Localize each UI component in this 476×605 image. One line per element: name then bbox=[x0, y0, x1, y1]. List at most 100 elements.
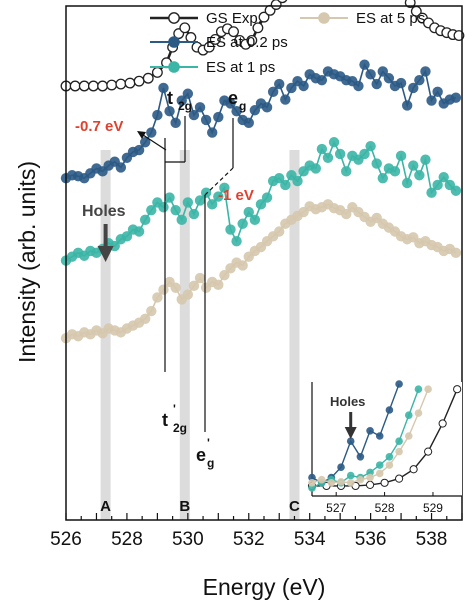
legend-marker-gs bbox=[168, 12, 180, 24]
inset-point-es1-8 bbox=[385, 453, 394, 461]
annotations: -0.7 eV-1 eVt 2g e gt 2g'e g'Holes bbox=[75, 88, 254, 470]
point-es02-59 bbox=[420, 66, 431, 77]
inset-point-gs-9 bbox=[438, 419, 447, 428]
inset-point-gs-8 bbox=[424, 447, 433, 456]
point-es5-18 bbox=[170, 282, 181, 293]
point-es02-58 bbox=[414, 74, 425, 86]
point-es1-32 bbox=[255, 199, 267, 210]
y-axis-title: Intensity (arb. units) bbox=[14, 161, 40, 363]
point-es02-30 bbox=[243, 117, 254, 129]
point-es02-25 bbox=[213, 111, 224, 123]
point-es1-57 bbox=[408, 160, 419, 171]
inset-point-es02-5 bbox=[356, 453, 365, 461]
legend-marker-es02 bbox=[168, 36, 180, 48]
point-es02-60 bbox=[426, 95, 437, 106]
point-es1-64 bbox=[450, 185, 462, 196]
inset-point-es02-0 bbox=[308, 473, 316, 482]
point-gs-3 bbox=[87, 80, 99, 92]
point-es1-45 bbox=[334, 148, 346, 160]
point-es1-18 bbox=[170, 204, 181, 216]
point-es1-24 bbox=[207, 199, 218, 210]
point-es1-36 bbox=[280, 179, 291, 191]
label-eg-prime-mark: ' bbox=[207, 436, 210, 450]
inset-series-es02 bbox=[308, 380, 403, 487]
point-gs-14 bbox=[179, 22, 191, 34]
point-es02-36 bbox=[280, 94, 291, 105]
label-t2g-prime: t bbox=[162, 410, 168, 430]
point-es02-33 bbox=[261, 102, 273, 113]
point-es1-13 bbox=[140, 214, 151, 226]
point-es1-52 bbox=[377, 172, 388, 184]
point-es1-22 bbox=[194, 195, 206, 206]
point-es1-12 bbox=[133, 226, 145, 237]
point-es5-29 bbox=[237, 260, 248, 271]
point-es5-20 bbox=[182, 289, 194, 300]
inset-point-gs-4 bbox=[365, 480, 375, 489]
point-gs-1 bbox=[69, 80, 81, 92]
inset-holes-label: Holes bbox=[330, 394, 365, 409]
point-es5-15 bbox=[152, 292, 163, 303]
inset-point-gs-7 bbox=[409, 465, 418, 474]
point-es1-51 bbox=[371, 158, 382, 169]
point-es1-17 bbox=[164, 192, 175, 203]
point-es02-34 bbox=[267, 86, 279, 98]
point-es1-31 bbox=[249, 214, 261, 226]
point-es02-56 bbox=[401, 100, 413, 111]
inset-chart: 527 528 529 Holes bbox=[307, 380, 462, 515]
point-gs-22 bbox=[228, 26, 239, 38]
inset-tick-label-527: 527 bbox=[326, 501, 346, 515]
point-es1-33 bbox=[261, 192, 273, 203]
point-es5-16 bbox=[158, 284, 169, 295]
point-es1-16 bbox=[158, 202, 169, 213]
point-es02-20 bbox=[182, 88, 194, 99]
legend: GS Exp. ES at 0.2 ps ES at 1 ps ES at 5 ps bbox=[150, 10, 425, 76]
shift-arrow-shaft bbox=[139, 132, 167, 151]
x-tick-label-530: 530 bbox=[172, 529, 204, 550]
inset-point-es5-9 bbox=[395, 447, 403, 456]
band-C bbox=[289, 150, 300, 520]
point-es5-64 bbox=[450, 247, 462, 259]
point-es1-55 bbox=[395, 150, 407, 162]
point-gs-6 bbox=[115, 78, 127, 90]
point-gs-18 bbox=[203, 41, 215, 53]
point-gs-29 bbox=[270, 0, 282, 10]
point-gs-5 bbox=[106, 79, 118, 91]
inset-point-es5-3 bbox=[337, 477, 345, 486]
legend-item-es02: ES at 0.2 ps bbox=[150, 34, 288, 51]
inset-background bbox=[312, 382, 462, 496]
label-eg-prime-sub: g bbox=[207, 456, 214, 470]
point-es1-20 bbox=[182, 197, 194, 208]
inset-point-es5-11 bbox=[414, 409, 423, 417]
point-es1-27 bbox=[225, 224, 236, 235]
point-es02-28 bbox=[231, 106, 242, 117]
point-es1-59 bbox=[420, 154, 431, 165]
x-tick-label-534: 534 bbox=[294, 529, 326, 550]
inset-point-es02-7 bbox=[375, 432, 384, 440]
legend-label-es1: ES at 1 ps bbox=[206, 59, 275, 76]
point-es02-51 bbox=[371, 78, 382, 90]
point-es02-64 bbox=[450, 92, 462, 103]
point-es1-50 bbox=[365, 140, 376, 152]
x-tick-label-536: 536 bbox=[355, 529, 387, 550]
point-es02-53 bbox=[383, 73, 395, 84]
inset-tick-label-528: 528 bbox=[375, 501, 395, 515]
annotation-shift-0.7eV: -0.7 eV bbox=[75, 118, 123, 135]
inset-line-es02 bbox=[311, 383, 400, 484]
legend-label-es02: ES at 0.2 ps bbox=[206, 34, 288, 51]
x-axis-title: Energy (eV) bbox=[203, 574, 326, 600]
inset-point-es1-0 bbox=[308, 484, 316, 492]
point-es1-62 bbox=[438, 171, 449, 183]
inset-point-es5-7 bbox=[375, 469, 384, 478]
legend-item-es1: ES at 1 ps bbox=[150, 59, 275, 76]
x-tick-label-526: 526 bbox=[50, 529, 82, 550]
point-es02-55 bbox=[395, 77, 407, 89]
inset-point-es02-4 bbox=[346, 437, 355, 446]
point-es5-21 bbox=[188, 280, 200, 292]
point-es1-25 bbox=[213, 191, 224, 202]
point-es1-44 bbox=[328, 137, 340, 148]
point-es1-38 bbox=[292, 175, 303, 187]
point-es02-61 bbox=[432, 86, 443, 98]
label-eg-prime: e bbox=[196, 445, 206, 465]
inset-point-es5-1 bbox=[317, 475, 326, 484]
